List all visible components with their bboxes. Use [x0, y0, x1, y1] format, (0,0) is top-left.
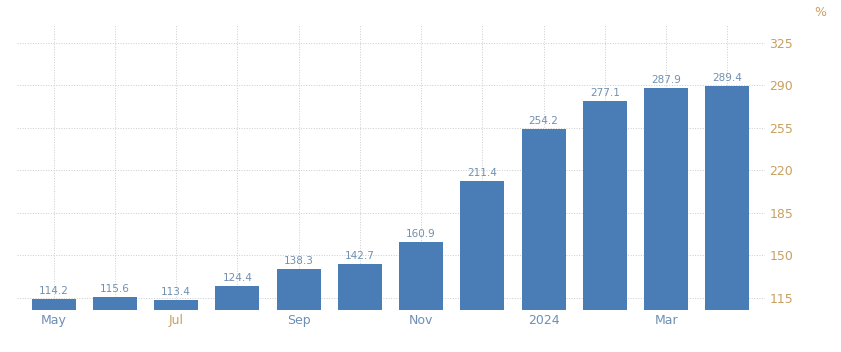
- Text: 113.4: 113.4: [161, 287, 191, 296]
- Text: 142.7: 142.7: [345, 251, 375, 261]
- Text: %: %: [814, 6, 826, 19]
- Text: 115.6: 115.6: [100, 284, 130, 294]
- Bar: [399, 242, 443, 352]
- Text: 277.1: 277.1: [590, 88, 620, 98]
- Text: 287.9: 287.9: [651, 75, 681, 85]
- Bar: [460, 181, 505, 352]
- Text: 160.9: 160.9: [406, 229, 436, 239]
- Text: 124.4: 124.4: [222, 273, 252, 283]
- Text: 138.3: 138.3: [283, 256, 314, 266]
- Bar: [154, 300, 198, 352]
- Bar: [277, 269, 320, 352]
- Text: 254.2: 254.2: [529, 116, 558, 126]
- Bar: [521, 129, 566, 352]
- Bar: [644, 88, 688, 352]
- Bar: [583, 101, 627, 352]
- Bar: [31, 298, 76, 352]
- Text: 211.4: 211.4: [468, 168, 497, 178]
- Text: 114.2: 114.2: [39, 285, 68, 296]
- Bar: [215, 286, 259, 352]
- Bar: [338, 264, 382, 352]
- Bar: [706, 86, 749, 352]
- Bar: [93, 297, 137, 352]
- Text: 289.4: 289.4: [712, 73, 743, 83]
